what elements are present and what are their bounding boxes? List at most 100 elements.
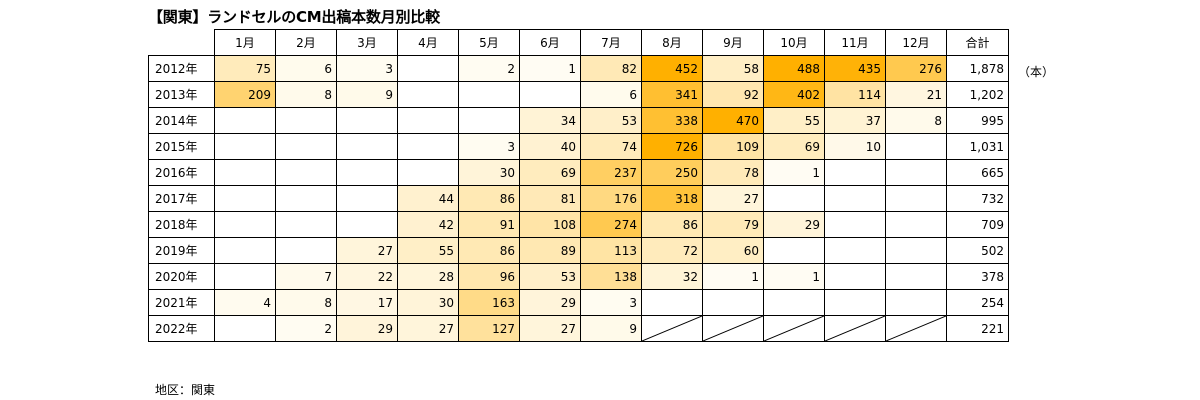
value-cell xyxy=(763,185,825,212)
value-cell xyxy=(824,185,886,212)
total-cell: 502 xyxy=(946,237,1009,264)
total-cell: 378 xyxy=(946,263,1009,290)
value-cell xyxy=(824,211,886,238)
value-cell: 30 xyxy=(397,289,459,316)
table-row: 2022年 2 29 27 127 27 9 221 xyxy=(148,315,1009,342)
column-header: 2月 xyxy=(275,29,337,56)
value-cell xyxy=(336,107,398,134)
column-header: 10月 xyxy=(763,29,825,56)
value-cell: 726 xyxy=(641,133,703,160)
year-label: 2021年 xyxy=(148,289,215,316)
total-cell: 1,878 xyxy=(946,55,1009,82)
value-cell: 452 xyxy=(641,55,703,82)
column-header: 9月 xyxy=(702,29,764,56)
value-cell xyxy=(885,237,947,264)
value-cell: 37 xyxy=(824,107,886,134)
value-cell: 176 xyxy=(580,185,642,212)
value-cell xyxy=(214,159,276,186)
column-header: 1月 xyxy=(214,29,276,56)
value-cell xyxy=(702,289,764,316)
value-cell: 8 xyxy=(885,107,947,134)
value-cell: 1 xyxy=(519,55,581,82)
unit-label: （本） xyxy=(1018,65,1055,79)
table-row: 2020年 7 22 28 96 53 138 32 1 1 378 xyxy=(148,263,1009,290)
not-available-cell xyxy=(824,315,886,342)
value-cell: 138 xyxy=(580,263,642,290)
value-cell: 53 xyxy=(519,263,581,290)
table-row: 2018年 42 91 108 274 86 79 29 709 xyxy=(148,211,1009,238)
value-cell: 89 xyxy=(519,237,581,264)
value-cell xyxy=(885,289,947,316)
value-cell: 402 xyxy=(763,81,825,108)
value-cell xyxy=(275,107,337,134)
value-cell: 1 xyxy=(702,263,764,290)
value-cell: 30 xyxy=(458,159,520,186)
not-available-cell xyxy=(702,315,764,342)
value-cell: 81 xyxy=(519,185,581,212)
value-cell: 237 xyxy=(580,159,642,186)
value-cell: 2 xyxy=(275,315,337,342)
value-cell: 8 xyxy=(275,81,337,108)
column-header: 6月 xyxy=(519,29,581,56)
value-cell xyxy=(824,159,886,186)
value-cell xyxy=(641,289,703,316)
not-available-cell xyxy=(641,315,703,342)
region-footnote: 地区：関東 xyxy=(155,383,216,397)
value-cell xyxy=(275,211,337,238)
value-cell: 113 xyxy=(580,237,642,264)
year-label: 2012年 xyxy=(148,55,215,82)
total-cell: 1,202 xyxy=(946,81,1009,108)
value-cell xyxy=(885,133,947,160)
total-cell: 995 xyxy=(946,107,1009,134)
value-cell xyxy=(824,289,886,316)
value-cell: 10 xyxy=(824,133,886,160)
value-cell: 6 xyxy=(580,81,642,108)
value-cell: 82 xyxy=(580,55,642,82)
value-cell: 9 xyxy=(580,315,642,342)
value-cell xyxy=(214,315,276,342)
value-cell: 1 xyxy=(763,159,825,186)
value-cell: 29 xyxy=(336,315,398,342)
value-cell: 44 xyxy=(397,185,459,212)
total-cell: 254 xyxy=(946,289,1009,316)
value-cell: 42 xyxy=(397,211,459,238)
value-cell xyxy=(458,81,520,108)
value-cell: 108 xyxy=(519,211,581,238)
table-row: 2014年 34 53 338 470 55 37 8 995 xyxy=(148,107,1009,134)
value-cell xyxy=(458,107,520,134)
value-cell xyxy=(336,159,398,186)
value-cell: 40 xyxy=(519,133,581,160)
diagonal-slash-icon xyxy=(703,316,763,341)
header-row: 1月 2月 3月 4月 5月 6月 7月 8月 9月 10月 11月 12月 合計 xyxy=(148,29,1009,56)
value-cell xyxy=(214,263,276,290)
value-cell: 8 xyxy=(275,289,337,316)
value-cell: 92 xyxy=(702,81,764,108)
total-cell: 1,031 xyxy=(946,133,1009,160)
value-cell: 29 xyxy=(519,289,581,316)
value-cell xyxy=(397,81,459,108)
value-cell: 86 xyxy=(458,237,520,264)
value-cell: 114 xyxy=(824,81,886,108)
value-cell xyxy=(275,237,337,264)
value-cell: 96 xyxy=(458,263,520,290)
value-cell: 338 xyxy=(641,107,703,134)
value-cell xyxy=(397,107,459,134)
value-cell: 69 xyxy=(519,159,581,186)
value-cell: 53 xyxy=(580,107,642,134)
total-cell: 665 xyxy=(946,159,1009,186)
value-cell xyxy=(214,211,276,238)
value-cell: 470 xyxy=(702,107,764,134)
value-cell xyxy=(336,185,398,212)
table-row: 2015年 3 40 74 726 109 69 10 1,031 xyxy=(148,133,1009,160)
value-cell: 276 xyxy=(885,55,947,82)
value-cell: 34 xyxy=(519,107,581,134)
value-cell: 9 xyxy=(336,81,398,108)
total-header: 合計 xyxy=(946,29,1009,56)
value-cell xyxy=(214,133,276,160)
diagonal-slash-icon xyxy=(886,316,946,341)
value-cell: 435 xyxy=(824,55,886,82)
value-cell xyxy=(885,159,947,186)
column-header: 12月 xyxy=(885,29,947,56)
table-row: 2021年 4 8 17 30 163 29 3 254 xyxy=(148,289,1009,316)
value-cell: 28 xyxy=(397,263,459,290)
